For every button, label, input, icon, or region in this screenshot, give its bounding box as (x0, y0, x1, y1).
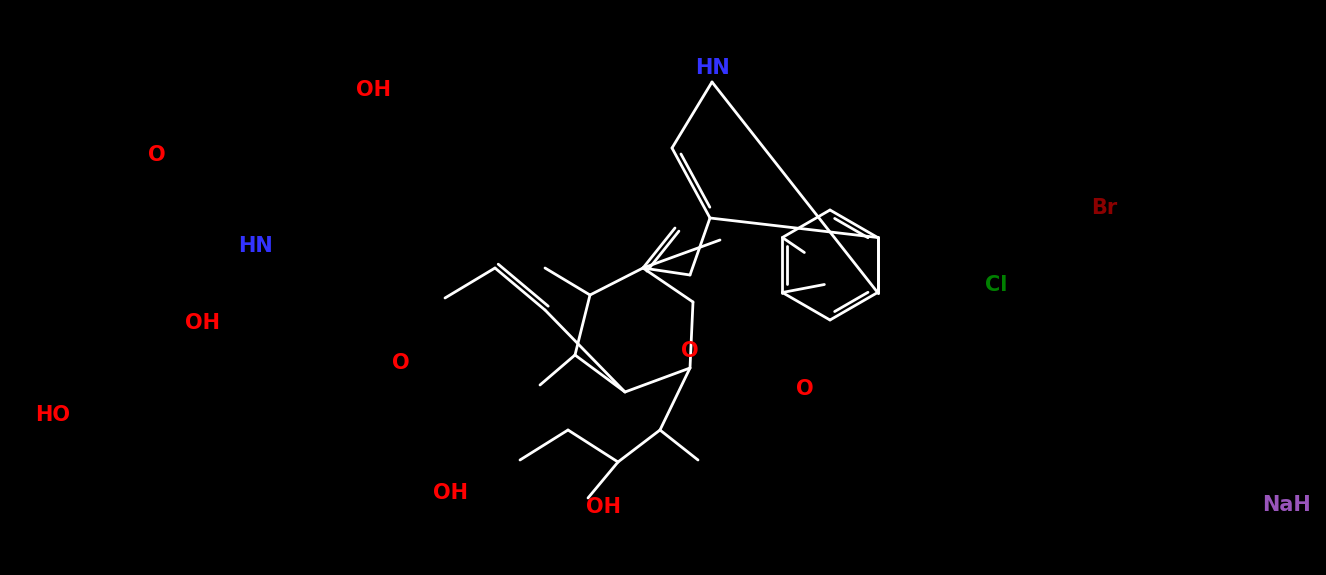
Text: O: O (680, 341, 699, 361)
Text: O: O (796, 380, 814, 399)
Text: OH: OH (186, 313, 220, 333)
Text: OH: OH (357, 81, 391, 100)
Text: HN: HN (239, 236, 273, 255)
Text: OH: OH (434, 484, 468, 503)
Text: HN: HN (695, 58, 729, 78)
Text: O: O (391, 354, 410, 373)
Text: Cl: Cl (985, 275, 1006, 294)
Text: HO: HO (36, 405, 70, 425)
Text: OH: OH (586, 497, 621, 517)
Text: NaH: NaH (1262, 495, 1310, 515)
Text: Br: Br (1091, 198, 1118, 218)
Text: O: O (149, 145, 166, 165)
